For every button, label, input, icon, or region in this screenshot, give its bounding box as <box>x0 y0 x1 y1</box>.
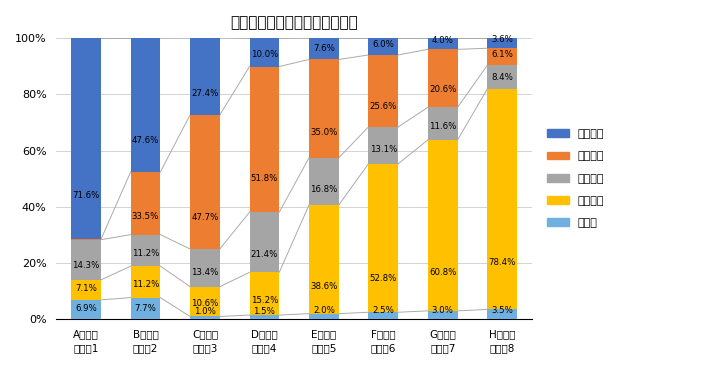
Text: 7.7%: 7.7% <box>134 304 157 312</box>
Title: 各運用戦略の目標資産配分比率: 各運用戦略の目標資産配分比率 <box>230 15 358 30</box>
Bar <box>309 205 339 314</box>
Text: 6.0%: 6.0% <box>373 40 394 49</box>
Bar <box>309 60 339 158</box>
Text: 3.6%: 3.6% <box>491 35 513 43</box>
Text: 16.8%: 16.8% <box>310 185 337 194</box>
Bar <box>309 314 339 319</box>
Text: 11.2%: 11.2% <box>132 249 159 258</box>
Bar <box>71 280 101 300</box>
Bar <box>71 38 101 240</box>
Text: 27.4%: 27.4% <box>191 89 219 98</box>
Bar <box>487 309 517 319</box>
Bar <box>428 49 458 107</box>
Bar <box>131 38 160 172</box>
Text: 71.6%: 71.6% <box>72 191 100 201</box>
Bar <box>131 172 160 235</box>
Bar <box>250 272 279 315</box>
Bar <box>131 298 160 319</box>
Bar <box>190 38 219 115</box>
Text: 11.2%: 11.2% <box>132 280 159 289</box>
Text: 20.6%: 20.6% <box>429 85 456 94</box>
Text: 52.8%: 52.8% <box>370 274 397 283</box>
Text: 7.1%: 7.1% <box>75 284 97 293</box>
Legend: 国内債券, 外国債券, 国内株式, 外国株式, リート: 国内債券, 外国債券, 国内株式, 外国株式, リート <box>542 125 609 233</box>
Bar <box>309 158 339 205</box>
Text: 13.4%: 13.4% <box>191 268 219 277</box>
Text: 21.4%: 21.4% <box>251 250 278 259</box>
Text: 10.0%: 10.0% <box>251 50 278 59</box>
Text: 33.5%: 33.5% <box>132 212 159 220</box>
Text: 13.1%: 13.1% <box>370 145 397 154</box>
Bar <box>190 316 219 319</box>
Bar <box>190 287 219 316</box>
Text: 38.6%: 38.6% <box>310 282 337 291</box>
Text: 11.6%: 11.6% <box>429 122 456 131</box>
Bar <box>190 249 219 287</box>
Text: 3.5%: 3.5% <box>491 306 513 315</box>
Bar <box>368 55 398 127</box>
Text: 2.5%: 2.5% <box>373 306 394 315</box>
Text: 6.1%: 6.1% <box>491 50 513 60</box>
Bar <box>131 235 160 266</box>
Bar <box>71 300 101 319</box>
Bar <box>131 266 160 298</box>
Bar <box>368 164 398 312</box>
Bar <box>250 315 279 319</box>
Text: 51.8%: 51.8% <box>251 174 278 183</box>
Text: 47.6%: 47.6% <box>132 136 159 145</box>
Bar <box>428 38 458 49</box>
Bar <box>428 311 458 319</box>
Text: 2.0%: 2.0% <box>313 307 335 315</box>
Text: 1.0%: 1.0% <box>194 307 216 316</box>
Text: 8.4%: 8.4% <box>491 73 513 82</box>
Bar <box>309 38 339 60</box>
Bar <box>190 115 219 249</box>
Bar <box>487 89 517 309</box>
Text: 7.6%: 7.6% <box>313 44 335 53</box>
Bar <box>368 312 398 319</box>
Bar <box>250 38 279 67</box>
Text: 6.9%: 6.9% <box>75 304 97 313</box>
Bar <box>71 240 101 280</box>
Bar <box>487 66 517 89</box>
Text: 35.0%: 35.0% <box>310 128 337 137</box>
Bar <box>428 107 458 140</box>
Bar <box>368 38 398 55</box>
Text: 10.6%: 10.6% <box>191 299 219 308</box>
Text: 47.7%: 47.7% <box>191 213 219 222</box>
Text: 60.8%: 60.8% <box>429 268 456 277</box>
Bar <box>250 212 279 272</box>
Bar <box>368 127 398 164</box>
Bar <box>487 48 517 66</box>
Text: 1.5%: 1.5% <box>253 307 275 316</box>
Text: 3.0%: 3.0% <box>432 306 453 315</box>
Text: 4.0%: 4.0% <box>432 36 453 45</box>
Bar <box>487 38 517 48</box>
Bar <box>250 67 279 212</box>
Text: 14.3%: 14.3% <box>72 261 100 270</box>
Text: 25.6%: 25.6% <box>370 102 397 111</box>
Bar <box>428 140 458 311</box>
Text: 15.2%: 15.2% <box>251 296 278 305</box>
Text: 78.4%: 78.4% <box>489 258 516 267</box>
